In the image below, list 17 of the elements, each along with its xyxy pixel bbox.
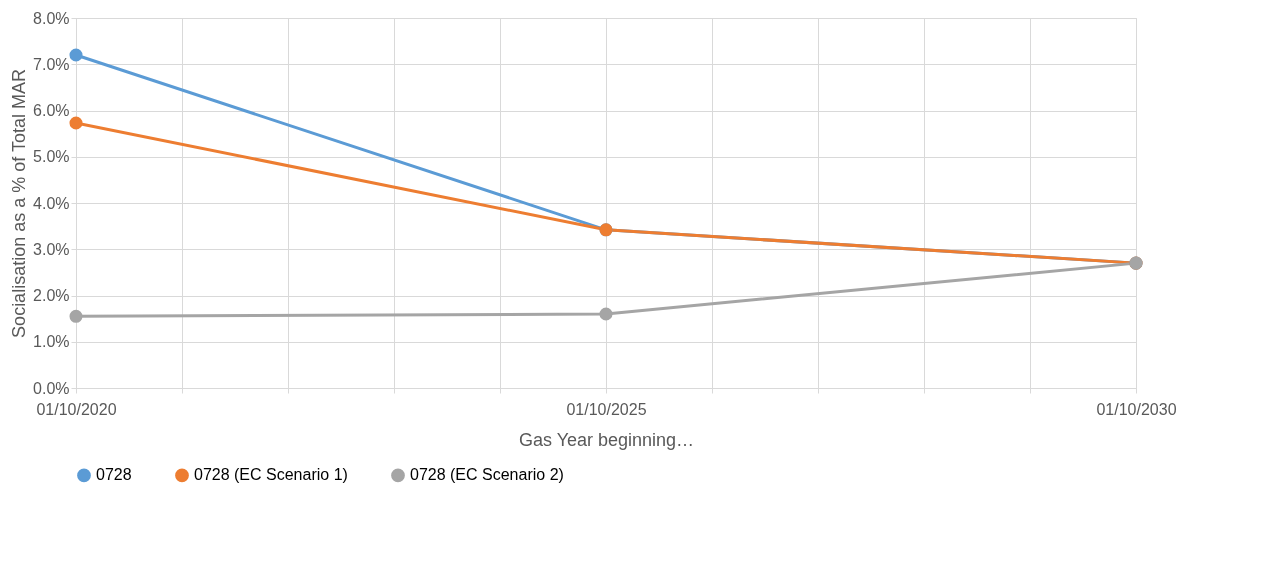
x-tick-label: 01/10/2030 xyxy=(1096,400,1177,418)
y-tick-label: 6.0% xyxy=(33,102,70,119)
x-tick-label: 01/10/2020 xyxy=(36,400,117,418)
y-tick-label: 4.0% xyxy=(33,194,70,212)
x-tick-label: 01/10/2025 xyxy=(566,400,647,418)
y-tick-label: 1.0% xyxy=(33,333,70,351)
y-tick-label: 5.0% xyxy=(33,148,70,166)
y-tick-label: 3.0% xyxy=(33,240,70,258)
legend-label: 0728 xyxy=(96,466,132,484)
legend-label: 0728 (EC Scenario 1) xyxy=(194,466,348,484)
y-tick-label: 8.0% xyxy=(33,9,70,27)
y-tick-label: 0.0% xyxy=(33,379,70,397)
y-tick-label: 7.0% xyxy=(33,55,70,73)
y-tick-label: 2.0% xyxy=(33,287,70,304)
x-axis-title: Gas Year beginning… xyxy=(518,429,695,450)
legend-label: 0728 (EC Scenario 2) xyxy=(410,466,564,484)
y-axis-title: Socialisation as a % of Total MAR xyxy=(9,69,30,338)
